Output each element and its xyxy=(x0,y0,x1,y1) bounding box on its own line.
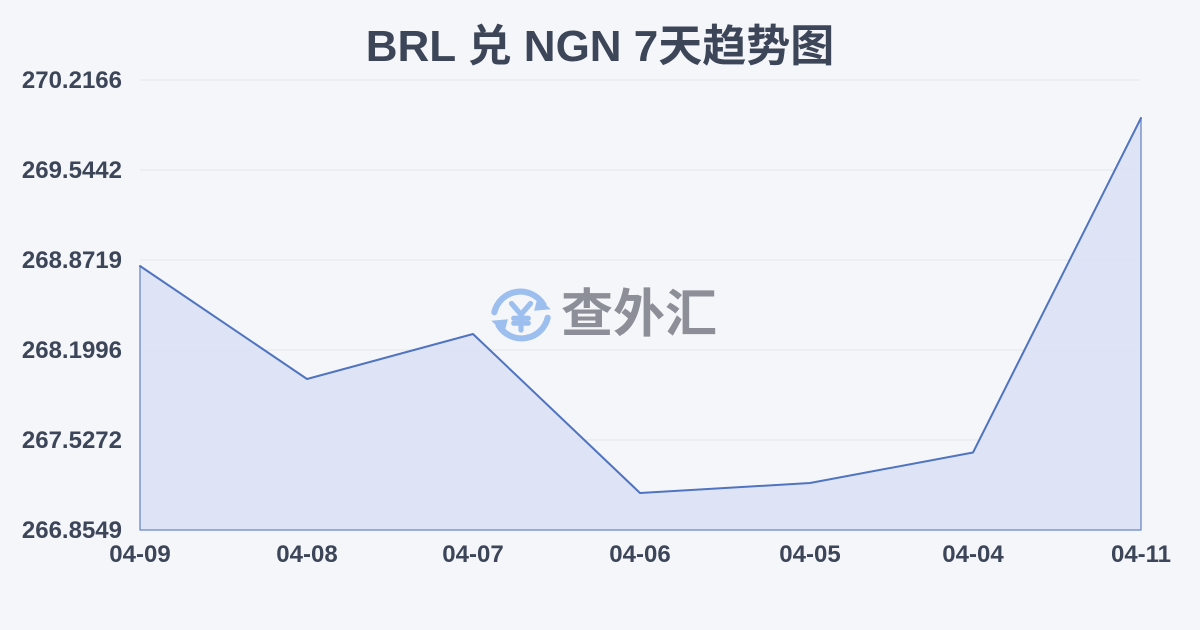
svg-text:04-06: 04-06 xyxy=(609,541,670,568)
svg-text:04-09: 04-09 xyxy=(109,541,170,568)
svg-text:04-04: 04-04 xyxy=(942,541,1004,568)
svg-text:266.8549: 266.8549 xyxy=(22,517,122,544)
svg-text:04-08: 04-08 xyxy=(276,541,337,568)
svg-text:查外汇: 查外汇 xyxy=(561,286,717,344)
svg-text:270.2166: 270.2166 xyxy=(22,67,122,94)
svg-text:267.5272: 267.5272 xyxy=(22,427,122,454)
svg-text:268.1996: 268.1996 xyxy=(22,337,122,364)
svg-text:269.5442: 269.5442 xyxy=(22,157,122,184)
svg-text:04-05: 04-05 xyxy=(779,541,840,568)
svg-text:268.8719: 268.8719 xyxy=(22,247,122,274)
svg-text:04-07: 04-07 xyxy=(442,541,503,568)
svg-text:04-11: 04-11 xyxy=(1111,541,1171,568)
